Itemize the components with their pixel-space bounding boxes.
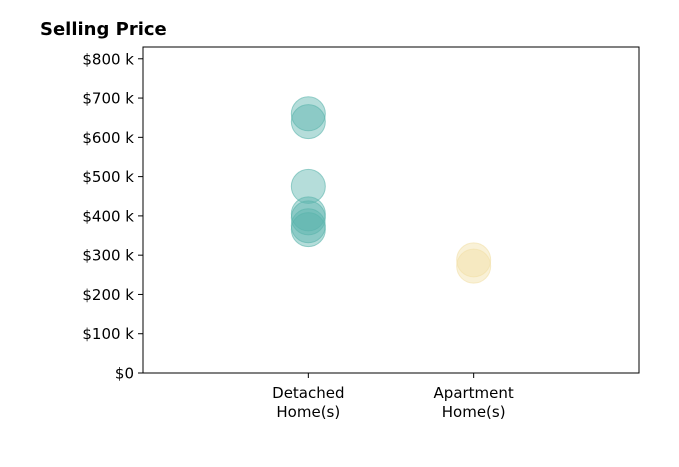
y-tick-label-2: $200 k (82, 286, 134, 304)
y-tick-label-7: $700 k (82, 90, 134, 108)
plot-frame (142, 46, 640, 374)
data-points (290, 96, 492, 284)
y-tick-label-3: $300 k (82, 247, 134, 265)
y-tick-label-6: $600 k (82, 129, 134, 147)
data-point-0-6 (290, 212, 326, 248)
chart-title: Selling Price (40, 19, 167, 40)
x-axis: Detached Home(s) Apartment Home(s) (272, 373, 514, 421)
data-point-0-4 (290, 200, 326, 236)
y-tick-label-1: $100 k (82, 325, 134, 343)
y-tick-label-4: $400 k (82, 207, 134, 225)
data-point-0-2 (290, 168, 326, 204)
y-tick-label-8: $800 k (82, 50, 134, 68)
data-point-0-0 (290, 96, 326, 132)
y-axis: $0 $100 k $200 k $300 k $400 k $500 k $600 k $7… (82, 50, 143, 383)
data-point-0-1 (290, 104, 326, 140)
y-tick-label-0: $0 (115, 365, 134, 383)
y-tick-label-5: $500 k (82, 168, 134, 186)
x-tick-label-0: Detached Home(s) (272, 384, 344, 421)
data-point-1-1 (456, 248, 492, 284)
x-tick-label-1: Apartment Home(s) (434, 384, 514, 421)
